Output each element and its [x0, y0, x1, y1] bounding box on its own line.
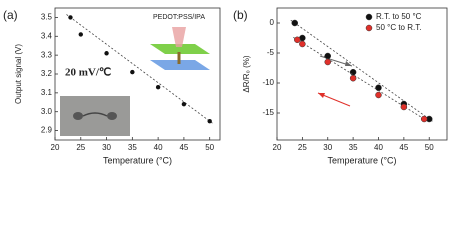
x-tick-label: 40: [154, 143, 163, 152]
data-point: [155, 85, 161, 90]
panel-label: (b): [233, 8, 248, 22]
data-point: [294, 36, 301, 44]
legend-marker: [365, 24, 373, 32]
y-tick-label: 3.1: [41, 88, 53, 97]
x-tick-label: 20: [273, 143, 282, 152]
x-tick-label: 45: [179, 143, 188, 152]
data-point: [299, 40, 306, 48]
y-tick-label: 3.5: [41, 13, 53, 22]
x-tick-label: 35: [349, 143, 358, 152]
data-point: [349, 74, 357, 82]
data-point: [104, 51, 109, 56]
y-tick-label: -15: [262, 108, 274, 117]
data-point: [291, 19, 299, 27]
cooling-arrow-head: [318, 93, 325, 98]
data-point: [181, 101, 187, 107]
figure: (a) 20 25 30 35 40 45 50 2.9 3.0 3.1 3.2 3.3 3.4 3.5 Te…: [3, 7, 448, 165]
data-point: [420, 115, 428, 123]
x-tick-label: 30: [323, 143, 332, 152]
data-point: [324, 58, 331, 66]
x-tick-label: 50: [205, 143, 214, 152]
trend-line: [290, 19, 434, 123]
data-point: [207, 118, 212, 124]
legend-label: 50 °C to R.T.: [376, 23, 421, 32]
photo-detail: [82, 112, 108, 117]
y-tick-label: 3.4: [41, 31, 53, 40]
annotation: PEDOT:PSS/IPA: [153, 14, 205, 21]
y-tick-label: 3.2: [41, 69, 53, 78]
x-tick-label: 40: [374, 143, 383, 152]
photo-inset: [60, 96, 130, 136]
data-point: [400, 103, 408, 111]
data-point: [375, 84, 382, 92]
legend-label: R.T. to 50 °C: [376, 12, 422, 21]
panel-label: (a): [3, 8, 18, 22]
trend-line: [293, 36, 429, 122]
plot-frame: [276, 7, 448, 141]
x-tick-label: 20: [51, 143, 60, 152]
legend-marker: [365, 13, 373, 21]
x-axis-label: Temperature (°C): [103, 155, 172, 165]
y-axis-label: Output signal (V): [14, 44, 23, 104]
x-tick-label: 35: [128, 143, 137, 152]
heating-arrow-head: [345, 61, 352, 66]
data-point: [78, 32, 83, 37]
photo-detail: [107, 112, 117, 120]
film-illustration: [150, 44, 210, 54]
annotation: 20 mV/℃: [65, 67, 111, 79]
data-point: [324, 52, 331, 60]
y-tick-label: 0: [270, 18, 275, 27]
trend-line: [66, 14, 214, 125]
y-tick-label: 3.0: [41, 107, 53, 116]
x-tick-label: 25: [298, 143, 307, 152]
y-tick-label: -10: [262, 78, 274, 87]
y-tick-label: 3.3: [41, 50, 53, 59]
x-tick-label: 30: [102, 143, 111, 152]
page: (a) 20 25 30 35 40 45 50 2.9 3.0 3.1 3.2 3.3 3.4 3.5 Te…: [3, 7, 448, 166]
heat-illustration: [172, 27, 186, 47]
data-point: [349, 68, 357, 76]
x-tick-label: 50: [425, 143, 434, 152]
x-axis-label: Temperature (°C): [327, 155, 396, 165]
data-point: [375, 91, 382, 99]
y-tick-label: 2.9: [41, 126, 53, 135]
substrate-illustration: [150, 60, 210, 70]
x-tick-label: 45: [399, 143, 408, 152]
data-point: [68, 15, 73, 20]
y-tick-label: -5: [267, 48, 275, 57]
photo-detail: [73, 112, 83, 120]
y-axis-label: ΔR/R₀ (%): [242, 55, 251, 92]
data-point: [130, 69, 135, 75]
x-tick-label: 25: [76, 143, 85, 152]
